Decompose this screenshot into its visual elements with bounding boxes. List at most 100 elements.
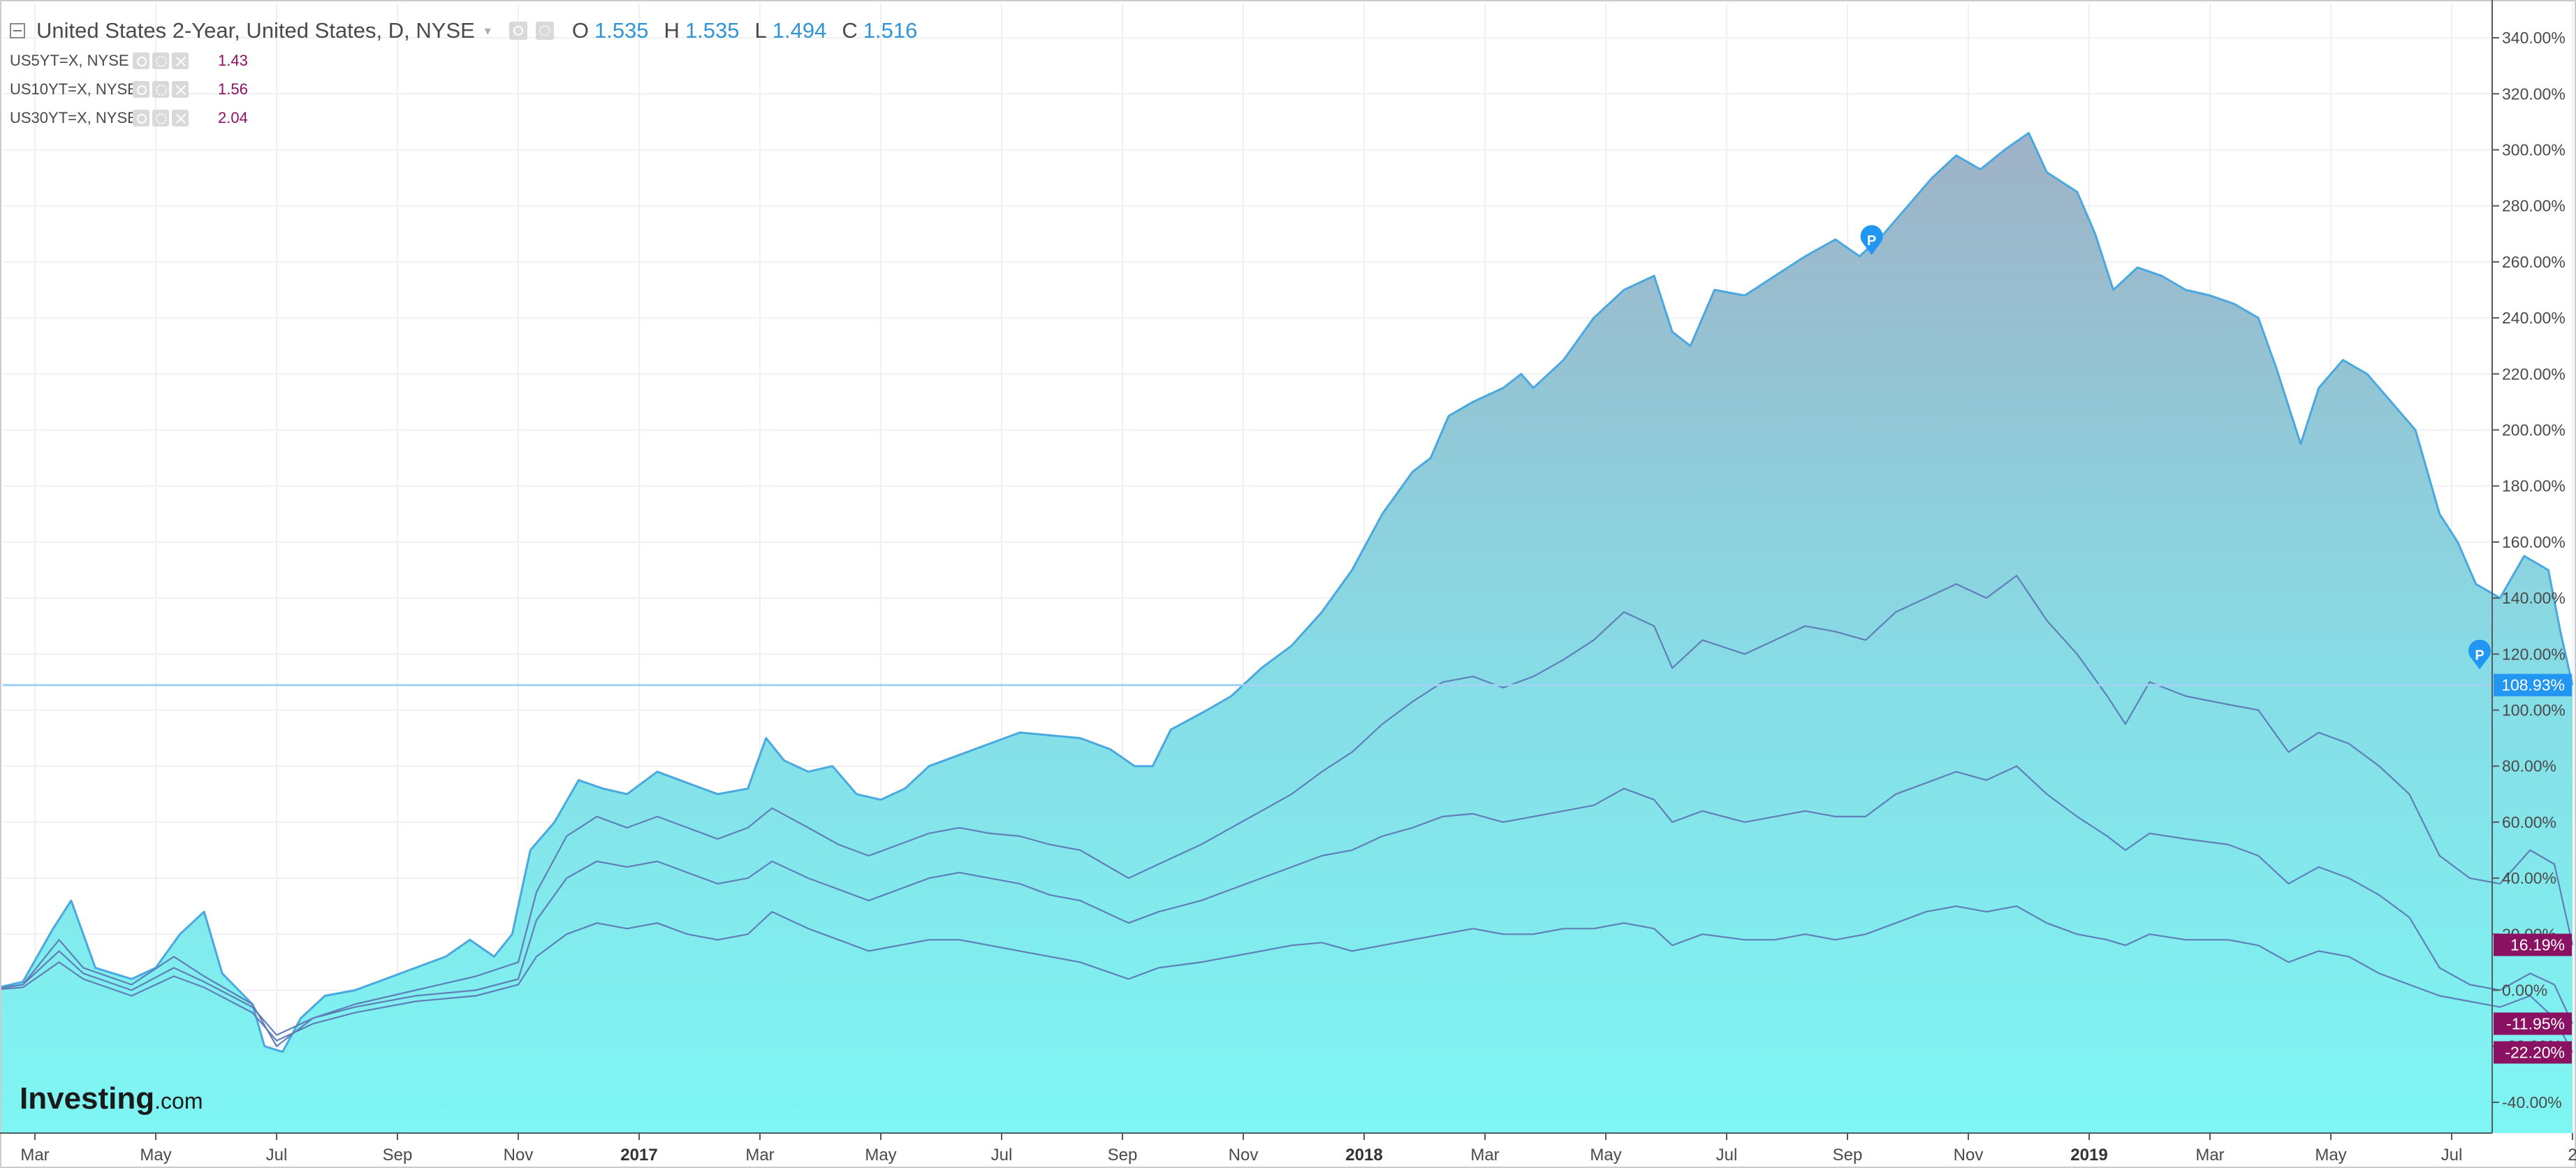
x-tick-label: May bbox=[1590, 1146, 1621, 1165]
marker-pin-icon bbox=[1860, 225, 1883, 255]
x-tick-label: Sep bbox=[1108, 1146, 1138, 1165]
sub-series-line bbox=[0, 905, 2573, 1053]
eye-icon[interactable] bbox=[508, 22, 527, 40]
last-value-tag-label: 16.19% bbox=[2510, 936, 2565, 954]
y-tick-label: 120.00% bbox=[2502, 645, 2566, 663]
close-icon[interactable] bbox=[172, 110, 189, 126]
eye-icon[interactable] bbox=[133, 52, 149, 69]
main-series-line bbox=[0, 131, 2574, 1053]
y-tick-label: 160.00% bbox=[2502, 533, 2566, 551]
chart-marker[interactable]: P bbox=[2468, 639, 2491, 670]
sub-series-value: 2.04 bbox=[218, 109, 248, 126]
y-tick-label: 180.00% bbox=[2502, 477, 2566, 495]
chart-marker[interactable]: P bbox=[1860, 225, 1883, 255]
main-series-area bbox=[0, 133, 2573, 1133]
last-value-tag: 108.93% bbox=[2494, 673, 2572, 696]
x-tick-label: Mar bbox=[2195, 1146, 2224, 1165]
low-label: L bbox=[754, 18, 767, 43]
y-tick-label: 60.00% bbox=[2502, 813, 2556, 831]
last-value-tag-bg bbox=[2494, 1041, 2572, 1064]
x-tick-label: Jul bbox=[2441, 1146, 2463, 1165]
x-tick-label: Jul bbox=[1716, 1146, 1738, 1165]
low-value: 1.494 bbox=[772, 18, 827, 43]
eye-icon[interactable] bbox=[133, 81, 149, 98]
investing-logo: Investing.com bbox=[20, 1081, 203, 1116]
last-value-tag: 16.19% bbox=[2494, 933, 2572, 956]
x-tick-label: Jul bbox=[991, 1146, 1013, 1165]
y-tick-label: 40.00% bbox=[2502, 869, 2556, 887]
sub-series-name[interactable]: US30YT=X, NYSE bbox=[10, 109, 138, 126]
x-tick-label: May bbox=[865, 1146, 896, 1165]
x-tick-label: May bbox=[140, 1146, 171, 1165]
y-tick-label: 200.00% bbox=[2502, 421, 2566, 439]
last-value-tag-label: -11.95% bbox=[2506, 1014, 2565, 1032]
y-tick-label: 80.00% bbox=[2502, 757, 2556, 775]
close-icon[interactable] bbox=[172, 52, 189, 69]
y-tick-label: 0.00% bbox=[2502, 981, 2547, 1000]
y-tick-label: 240.00% bbox=[2502, 309, 2566, 327]
sub-series-line bbox=[0, 574, 2574, 1047]
open-label: O bbox=[571, 18, 589, 43]
x-tick-label: Mar bbox=[745, 1146, 774, 1165]
legend-sub-row: US5YT=X, NYSE▾ 1.43 bbox=[10, 48, 248, 73]
collapse-legend-button[interactable] bbox=[10, 23, 25, 38]
close-value: 1.516 bbox=[863, 18, 918, 43]
legend-main-row: United States 2-Year, United States, D, … bbox=[10, 15, 917, 46]
sub-series-line bbox=[0, 765, 2573, 1036]
last-value-tag-bg bbox=[2494, 1012, 2572, 1035]
high-label: H bbox=[664, 18, 680, 43]
high-value: 1.535 bbox=[685, 18, 740, 43]
logo-brand: Investing bbox=[20, 1081, 155, 1116]
marker-pin-icon bbox=[2468, 639, 2491, 670]
gear-icon[interactable] bbox=[152, 52, 169, 69]
last-value-tag: -22.20% bbox=[2494, 1041, 2572, 1064]
eye-icon[interactable] bbox=[133, 110, 149, 126]
x-tick-label: 2018 bbox=[1345, 1146, 1382, 1165]
last-value-tag: -11.95% bbox=[2494, 1012, 2572, 1035]
sub-series-name[interactable]: US10YT=X, NYSE bbox=[10, 80, 138, 98]
last-value-tag-bg bbox=[2494, 933, 2572, 956]
x-tick-label: 2 bbox=[2568, 1146, 2576, 1165]
sub-series-value: 1.56 bbox=[218, 80, 248, 98]
sub-series-value: 1.43 bbox=[218, 52, 248, 69]
y-tick-label: 340.00% bbox=[2502, 29, 2566, 47]
y-tick-label: 280.00% bbox=[2502, 197, 2566, 215]
gear-icon[interactable] bbox=[152, 81, 169, 98]
series-lines bbox=[0, 131, 2574, 1053]
logo-suffix: .com bbox=[154, 1088, 203, 1114]
last-value-tag-label: -22.20% bbox=[2505, 1044, 2565, 1062]
gear-icon[interactable] bbox=[535, 22, 554, 40]
x-tick-label: 2019 bbox=[2070, 1146, 2107, 1165]
y-tick-label: 220.00% bbox=[2502, 365, 2566, 383]
x-tick-label: 2017 bbox=[620, 1146, 657, 1165]
main-series-title[interactable]: United States 2-Year, United States, D, … bbox=[36, 18, 475, 43]
legend-sub-row: US10YT=X, NYSE▾ 1.56 bbox=[10, 77, 248, 102]
x-tick-label: Nov bbox=[504, 1146, 534, 1165]
x-tick-label: Mar bbox=[1470, 1146, 1499, 1165]
y-tick-label: 100.00% bbox=[2502, 701, 2566, 720]
y-tick-label: 140.00% bbox=[2502, 589, 2566, 607]
legend-sub-row: US30YT=X, NYSE▾ 2.04 bbox=[10, 105, 248, 131]
close-icon[interactable] bbox=[172, 81, 189, 98]
x-tick-label: Mar bbox=[20, 1146, 49, 1165]
y-tick-label: 320.00% bbox=[2502, 85, 2566, 103]
marker-label: P bbox=[2475, 648, 2484, 663]
chevron-down-icon[interactable]: ▾ bbox=[484, 23, 491, 38]
area-layer bbox=[0, 133, 2573, 1133]
y-tick-label: -40.00% bbox=[2502, 1093, 2562, 1111]
y-tick-label: 260.00% bbox=[2502, 253, 2566, 271]
x-tick-label: Jul bbox=[266, 1146, 288, 1165]
gear-icon[interactable] bbox=[152, 110, 169, 126]
x-tick-label: Sep bbox=[1833, 1146, 1863, 1165]
last-value-tag-bg bbox=[2494, 673, 2572, 696]
marker-label: P bbox=[1867, 233, 1876, 249]
last-value-tag-label: 108.93% bbox=[2501, 676, 2565, 694]
x-tick-label: Sep bbox=[383, 1146, 413, 1165]
open-value: 1.535 bbox=[594, 18, 649, 43]
sub-series-name[interactable]: US5YT=X, NYSE bbox=[10, 52, 129, 69]
overlay-layer: PP bbox=[3, 225, 2492, 687]
